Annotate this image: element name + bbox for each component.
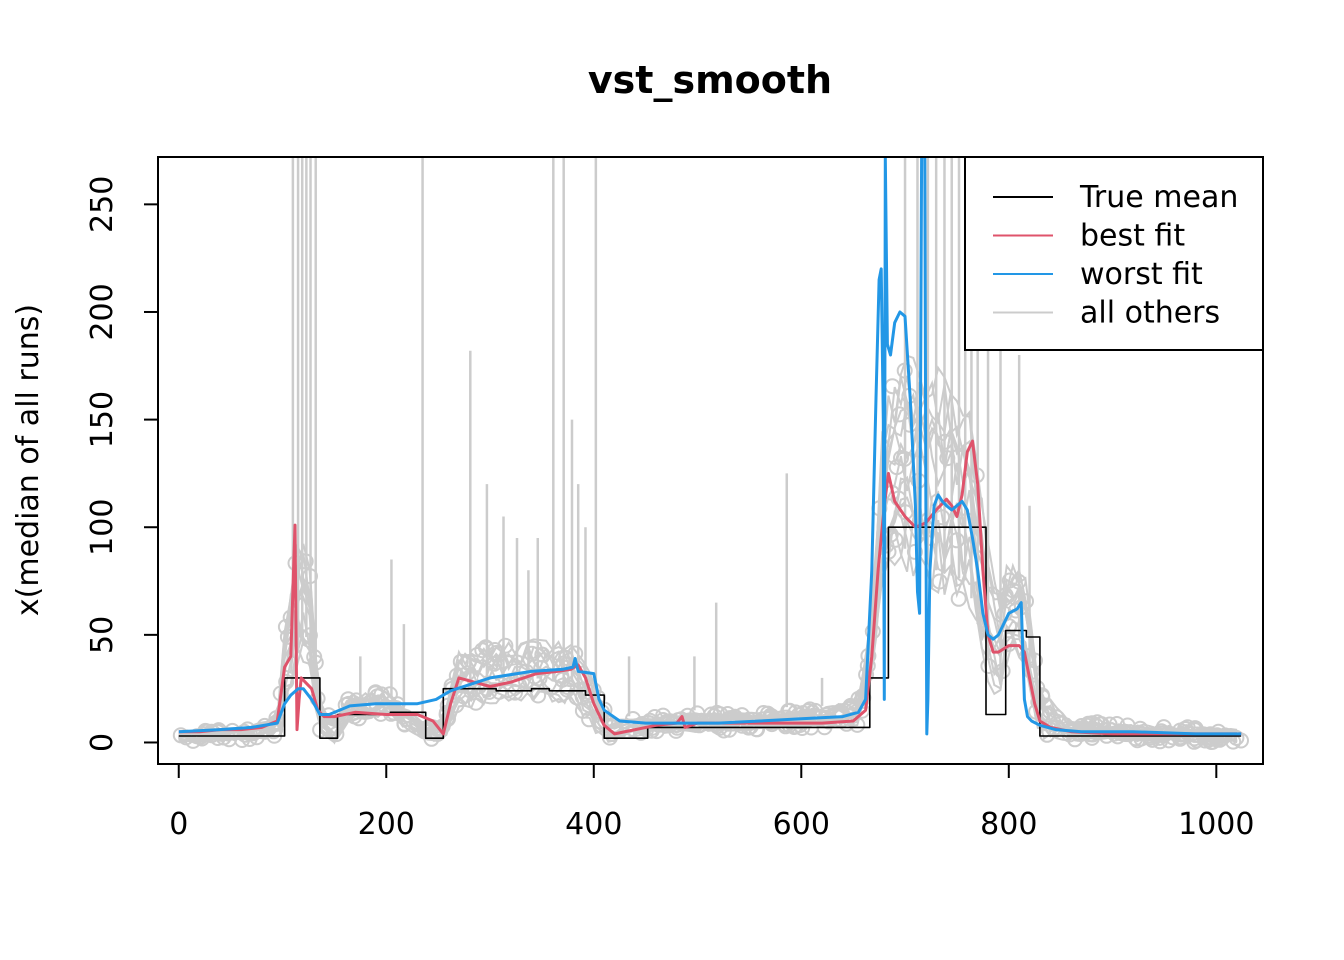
background-run-point (452, 653, 469, 670)
background-run-line (178, 475, 1238, 742)
background-run-point (507, 684, 523, 701)
background-run-point (346, 708, 363, 725)
y-tick-label: 0 (85, 733, 120, 752)
background-run-point (554, 671, 571, 688)
background-run-point (460, 654, 477, 670)
background-run-point (1200, 729, 1217, 746)
y-tick-label: 200 (85, 283, 120, 340)
background-run-point (1030, 694, 1047, 711)
y-tick-label: 250 (85, 176, 120, 233)
background-run-line (178, 496, 1238, 742)
y-axis-label: x(median of all runs) (11, 304, 46, 616)
background-run-point (396, 715, 413, 732)
y-tick-label: 150 (85, 391, 120, 448)
background-run-point (1001, 572, 1018, 589)
x-tick-label: 400 (565, 807, 622, 842)
chart-title: vst_smooth (588, 58, 832, 102)
background-run-line (178, 375, 1238, 735)
background-run-point (1034, 688, 1051, 705)
x-tick-label: 1000 (1178, 807, 1254, 842)
background-run-point (1172, 729, 1189, 746)
background-run-point (1061, 726, 1078, 743)
background-run-line (178, 477, 1238, 743)
background-run-point (597, 713, 614, 730)
background-run-line (178, 412, 1238, 737)
series-line-worst-fit (178, 157, 1242, 736)
background-run-point (474, 642, 491, 659)
y-tick-label: 100 (85, 499, 120, 556)
y-tick-label: 50 (85, 616, 120, 654)
y-axis: 0 50 100 150 200 250 (85, 176, 159, 752)
background-run-point (443, 677, 460, 694)
background-run-point (1211, 729, 1227, 746)
x-tick-label: 0 (169, 807, 188, 842)
background-run-point (1089, 714, 1106, 731)
background-run-point (325, 717, 342, 734)
legend-label: worst fit (1080, 257, 1203, 292)
background-run-point (893, 450, 909, 466)
background-run-point (467, 694, 484, 711)
background-run-line (178, 438, 1238, 739)
series-line-best-fit (178, 439, 1242, 736)
background-run-line (178, 392, 1238, 738)
background-run-line (178, 421, 1238, 737)
background-run-point (931, 573, 948, 590)
background-run-point (1048, 709, 1065, 726)
background-run-point (236, 723, 253, 740)
legend-box (964, 156, 1264, 351)
background-run-line (178, 376, 1238, 736)
background-run-point (950, 590, 967, 607)
background-run-point (278, 673, 295, 690)
background-run-line (178, 354, 1238, 735)
background-run-point (625, 711, 641, 727)
legend-label: True mean (1079, 180, 1238, 215)
background-run-line (178, 403, 1238, 736)
x-tick-label: 200 (358, 807, 415, 842)
background-run-point (574, 702, 591, 719)
background-run-point (948, 532, 965, 549)
legend-label: best fit (1080, 219, 1185, 254)
background-run-point (712, 706, 729, 723)
background-run-point (994, 663, 1011, 679)
x-tick-label: 800 (980, 807, 1037, 842)
background-run-point (891, 406, 908, 423)
background-run-point (328, 726, 345, 743)
background-run-point (884, 378, 901, 395)
background-run-point (997, 587, 1014, 604)
legend-label: all others (1080, 296, 1220, 331)
background-run-point (1142, 729, 1159, 746)
background-run-point (781, 702, 798, 719)
x-axis: 0 200 400 600 800 1000 (169, 763, 1254, 842)
background-run-point (1151, 729, 1168, 746)
background-run-point (234, 732, 251, 748)
background-run-point (534, 646, 551, 663)
series-layer (178, 157, 1242, 740)
x-tick-label: 600 (773, 807, 830, 842)
background-run-point (939, 450, 956, 467)
